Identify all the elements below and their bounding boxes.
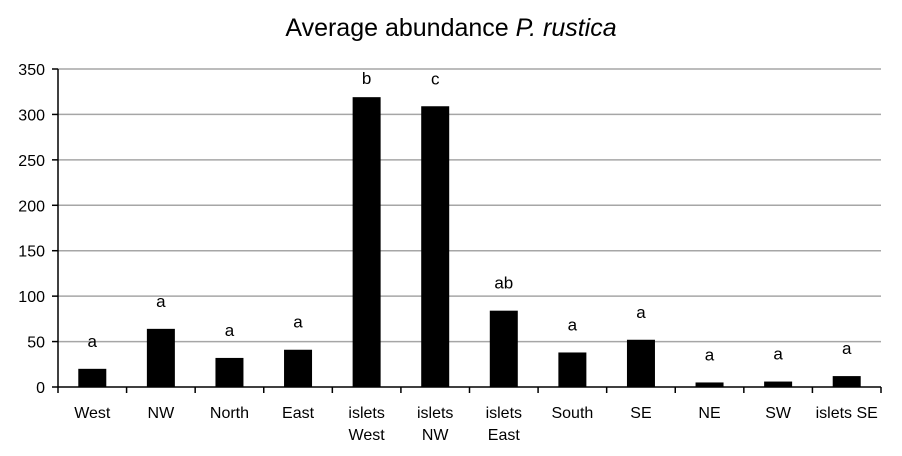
chart-title: Average abundance P. rustica <box>0 14 902 43</box>
significance-letter: a <box>88 332 98 351</box>
x-tick-label-line: South <box>551 405 593 422</box>
significance-letter: a <box>156 292 166 311</box>
bar <box>352 97 381 387</box>
x-tick-label: SW <box>765 405 792 422</box>
y-tick-label: 0 <box>36 380 45 397</box>
x-tick-label-line: NW <box>422 427 450 444</box>
x-tick-label-line: West <box>74 405 111 422</box>
x-tick-label-line: East <box>488 427 521 444</box>
x-tick-label: NW <box>148 405 176 422</box>
bar <box>489 310 518 387</box>
y-tick-label: 300 <box>18 107 45 124</box>
x-tick-label: South <box>551 405 593 422</box>
x-tick-label: SE <box>630 405 651 422</box>
x-tick-label: islets NW <box>417 405 453 444</box>
y-axis-ticks: 0 50 100 150 200 250 300 350 <box>18 62 58 397</box>
x-tick-label-line: islets <box>348 405 384 422</box>
y-tick-label: 350 <box>18 62 45 79</box>
significance-letter: a <box>568 315 578 334</box>
y-tick-label: 50 <box>27 335 45 352</box>
x-tick-label: East <box>282 405 315 422</box>
y-tick-label: 200 <box>18 198 45 215</box>
y-tick-label: 250 <box>18 153 45 170</box>
bar <box>764 381 793 387</box>
x-tick-label-line: SE <box>630 405 651 422</box>
bar <box>215 357 244 387</box>
x-tick-label: islets East <box>486 405 522 444</box>
x-tick-label: islets SE <box>816 405 878 422</box>
x-tick-label: West <box>74 405 111 422</box>
bar <box>284 349 313 387</box>
x-tick-label-line: islets <box>486 405 522 422</box>
chart-title-text: Average abundance <box>285 14 509 42</box>
bar <box>832 376 861 387</box>
significance-letter: b <box>362 69 371 88</box>
bars <box>78 97 861 387</box>
significance-letter: c <box>431 69 440 88</box>
bar <box>695 382 724 387</box>
x-tick-label: NE <box>698 405 720 422</box>
x-tick-label-line: islets <box>417 405 453 422</box>
x-tick-label-line: North <box>210 405 249 422</box>
x-tick-label: islets West <box>348 405 385 444</box>
bar <box>78 368 107 387</box>
x-tick-label-line: West <box>349 427 386 444</box>
x-tick-label-line: NW <box>148 405 176 422</box>
gridlines <box>58 68 881 343</box>
bar <box>626 339 655 387</box>
y-tick-label: 150 <box>18 244 45 261</box>
x-tick-label-line: East <box>282 405 315 422</box>
significance-letter: a <box>842 339 852 358</box>
significance-letter: a <box>293 313 303 332</box>
significance-letter: a <box>225 321 235 340</box>
x-axis-ticks: West NW North East islets West islets NW islets E… <box>74 405 878 444</box>
chart-title-species: P. rustica <box>515 14 617 42</box>
x-tick-label: North <box>210 405 249 422</box>
significance-letter: ab <box>494 274 513 293</box>
x-tick-label-line: islets SE <box>816 405 878 422</box>
bar <box>146 328 175 387</box>
bar <box>558 352 587 387</box>
significance-letter: a <box>705 345 715 364</box>
significance-letter: a <box>773 345 783 364</box>
bar <box>421 106 450 387</box>
x-tick-label-line: NE <box>698 405 720 422</box>
y-tick-label: 100 <box>18 289 45 306</box>
axes <box>57 69 882 393</box>
significance-letter: a <box>636 303 646 322</box>
x-tick-label-line: SW <box>765 405 792 422</box>
